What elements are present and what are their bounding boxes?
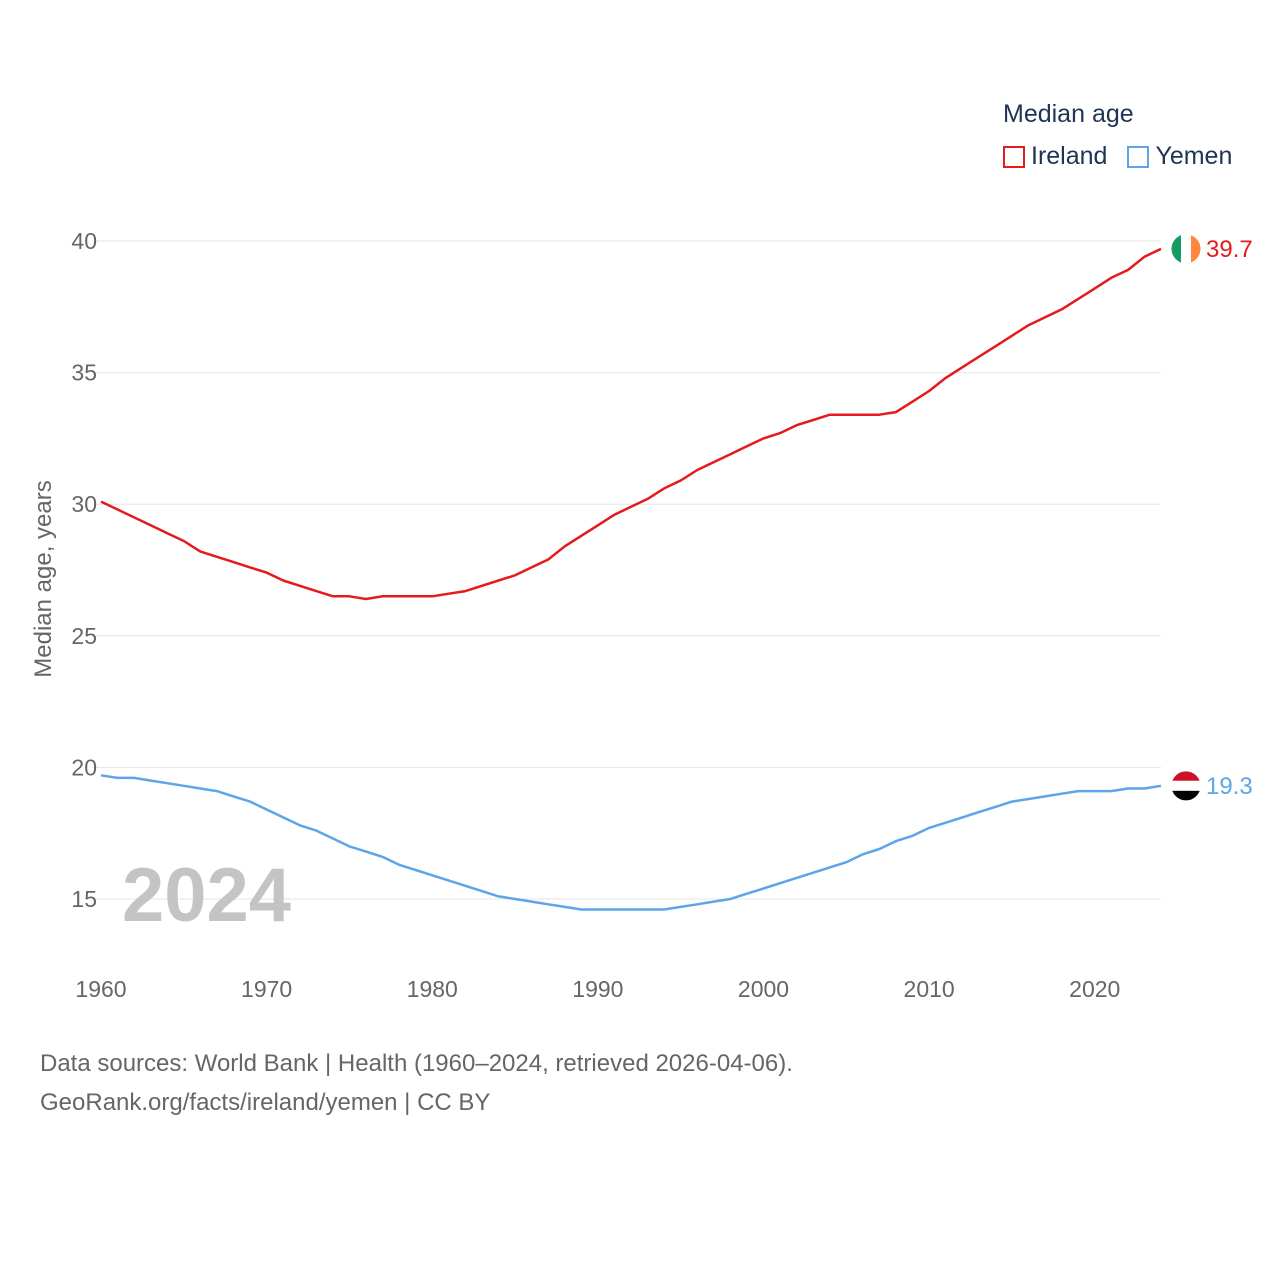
end-markers: 39.7 19.3 bbox=[1170, 233, 1253, 802]
flag-outline-ireland bbox=[1170, 233, 1202, 265]
year-watermark: 2024 bbox=[122, 853, 291, 938]
series-line-yemen bbox=[100, 774, 1162, 911]
flag-stripe-black bbox=[1171, 790, 1201, 801]
ireland-flag-icon bbox=[1170, 233, 1202, 265]
flag-outline-yemen bbox=[1170, 770, 1202, 802]
y-tick-label-25: 25 bbox=[71, 623, 97, 649]
flag-stripe-red bbox=[1171, 770, 1201, 781]
y-tick-label-30: 30 bbox=[71, 491, 97, 517]
x-tick-label-1960: 1960 bbox=[75, 976, 126, 1002]
y-tick-label-40: 40 bbox=[71, 228, 97, 254]
y-axis-title: Median age, years bbox=[30, 480, 57, 677]
legend-label-yemen: Yemen bbox=[1155, 142, 1233, 170]
x-tick-label-2010: 2010 bbox=[904, 976, 955, 1002]
flag-stripe-white bbox=[1181, 233, 1191, 264]
legend-swatch-yemen bbox=[1127, 145, 1150, 168]
legend: Ireland Yemen bbox=[1003, 142, 1232, 171]
flag-stripes-yemen bbox=[1171, 770, 1201, 801]
flag-stripe-green bbox=[1171, 233, 1181, 264]
x-tick-label-2020: 2020 bbox=[1069, 976, 1120, 1002]
flag-stripe-orange bbox=[1191, 233, 1201, 264]
legend-title: Median age bbox=[1003, 100, 1134, 128]
series-line-ireland bbox=[100, 247, 1162, 601]
y-tick-label-20: 20 bbox=[71, 754, 97, 780]
series-lines bbox=[100, 247, 1162, 911]
flag-stripe-white bbox=[1171, 780, 1201, 791]
footer: Data sources: World Bank | Health (1960–… bbox=[40, 1044, 793, 1122]
legend-entry-yemen[interactable]: Yemen bbox=[1127, 142, 1232, 171]
x-tick-label-2000: 2000 bbox=[738, 976, 789, 1002]
end-value-label-yemen: 19.3 bbox=[1206, 773, 1253, 800]
data-sources-text: Data sources: World Bank | Health (1960–… bbox=[40, 1050, 793, 1077]
x-tick-label-1990: 1990 bbox=[572, 976, 623, 1002]
source-link[interactable]: GeoRank.org/facts/ireland/yemen | CC BY bbox=[40, 1089, 491, 1116]
legend-entry-ireland[interactable]: Ireland bbox=[1003, 142, 1107, 171]
y-tick-label-35: 35 bbox=[71, 360, 97, 386]
flag-stripes-ireland bbox=[1171, 233, 1201, 264]
y-tick-label-15: 15 bbox=[71, 886, 97, 912]
x-axis-ticks: 1960 1970 1980 1990 2000 2010 2020 bbox=[75, 976, 1120, 1002]
x-tick-label-1980: 1980 bbox=[407, 976, 458, 1002]
y-axis-ticks: 15 20 25 30 35 40 bbox=[71, 228, 97, 912]
end-value-label-ireland: 39.7 bbox=[1206, 236, 1253, 263]
yemen-flag-icon bbox=[1170, 770, 1202, 802]
x-tick-label-1970: 1970 bbox=[241, 976, 292, 1002]
gridlines bbox=[96, 240, 1161, 900]
legend-label-ireland: Ireland bbox=[1031, 142, 1108, 170]
legend-swatch-ireland bbox=[1003, 145, 1025, 168]
